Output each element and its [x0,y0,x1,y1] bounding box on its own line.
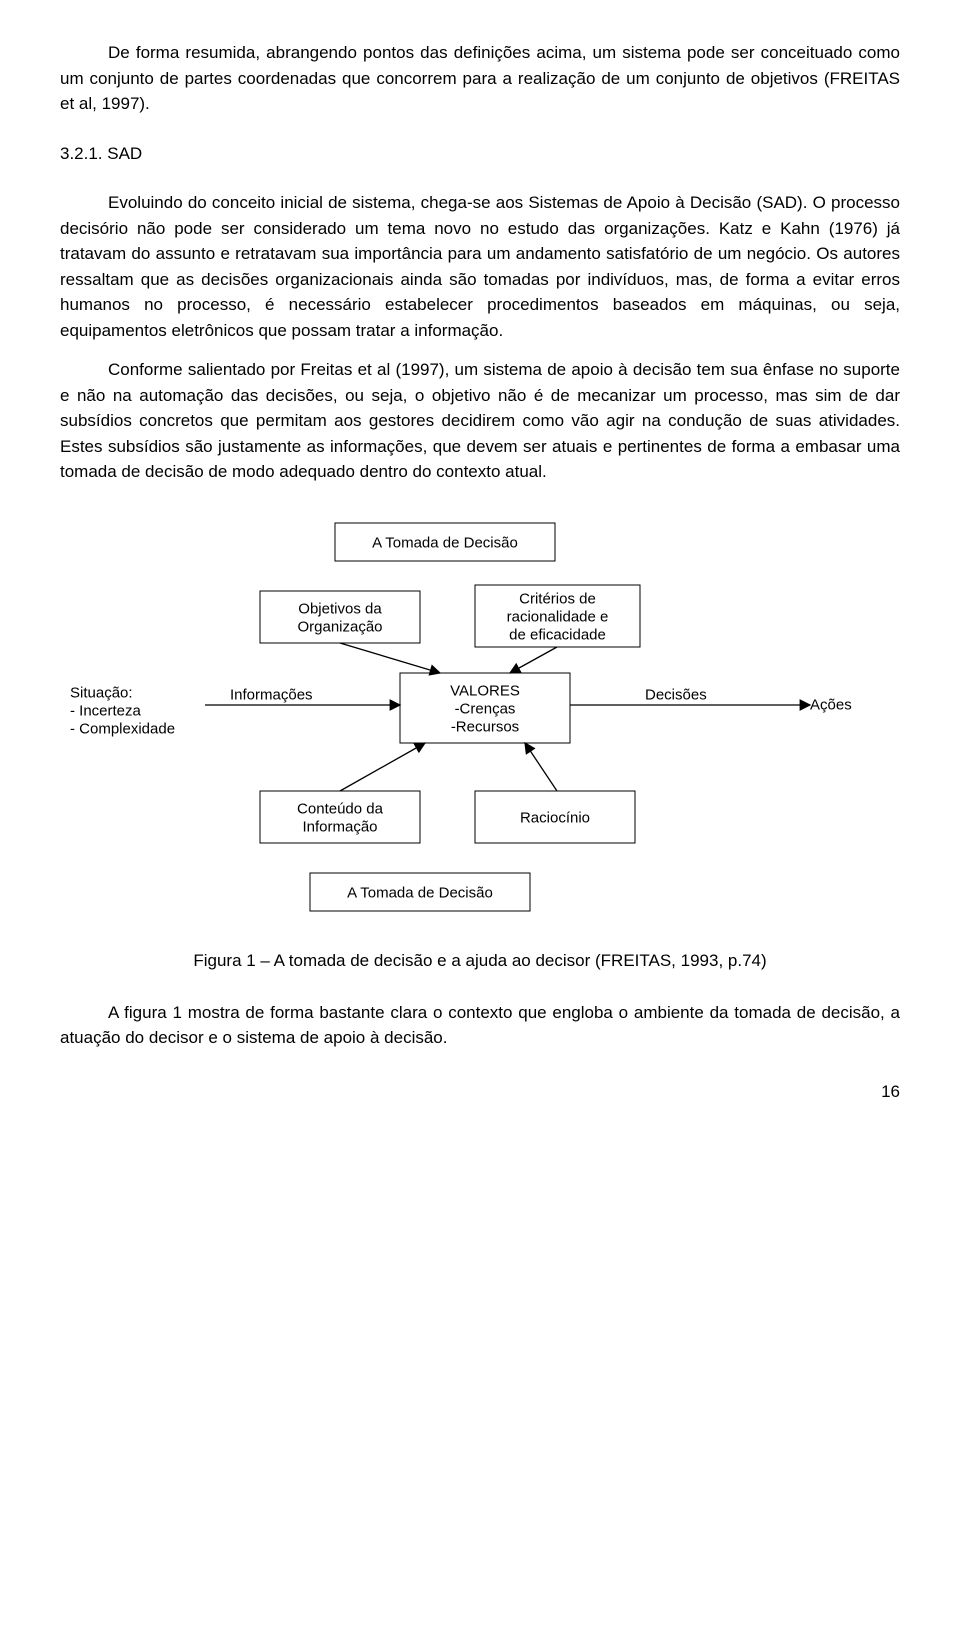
svg-text:VALORES: VALORES [450,682,520,699]
section-heading: 3.2.1. SAD [60,141,900,167]
figure-1-caption: Figura 1 – A tomada de decisão e a ajuda… [60,948,900,974]
page-number: 16 [60,1079,900,1105]
svg-text:- Incerteza: - Incerteza [70,702,142,719]
svg-text:Situação:: Situação: [70,684,133,701]
paragraph-intro: De forma resumida, abrangendo pontos das… [60,40,900,117]
svg-text:Decisões: Decisões [645,686,707,703]
svg-text:-Recursos: -Recursos [451,718,519,735]
svg-text:- Complexidade: - Complexidade [70,720,175,737]
svg-text:A Tomada de Decisão: A Tomada de Decisão [347,884,493,901]
svg-text:de eficacidade: de eficacidade [509,626,606,643]
svg-text:Informação: Informação [302,818,377,835]
paragraph-3: Conforme salientado por Freitas et al (1… [60,357,900,485]
svg-text:Critérios de: Critérios de [519,590,596,607]
svg-text:Organização: Organização [297,618,382,635]
svg-text:A Tomada de Decisão: A Tomada de Decisão [372,534,518,551]
svg-text:Conteúdo da: Conteúdo da [297,800,384,817]
svg-text:Ações: Ações [810,696,852,713]
svg-text:Informações: Informações [230,686,313,703]
svg-text:-Crenças: -Crenças [455,700,516,717]
paragraph-4: A figura 1 mostra de forma bastante clar… [60,1000,900,1051]
svg-text:racionalidade e: racionalidade e [507,608,609,625]
figure-1-diagram: A Tomada de Decisão Objetivos daOrganizaç… [70,513,890,931]
svg-text:Raciocínio: Raciocínio [520,809,590,826]
paragraph-2: Evoluindo do conceito inicial de sistema… [60,190,900,343]
svg-text:Objetivos da: Objetivos da [298,600,382,617]
